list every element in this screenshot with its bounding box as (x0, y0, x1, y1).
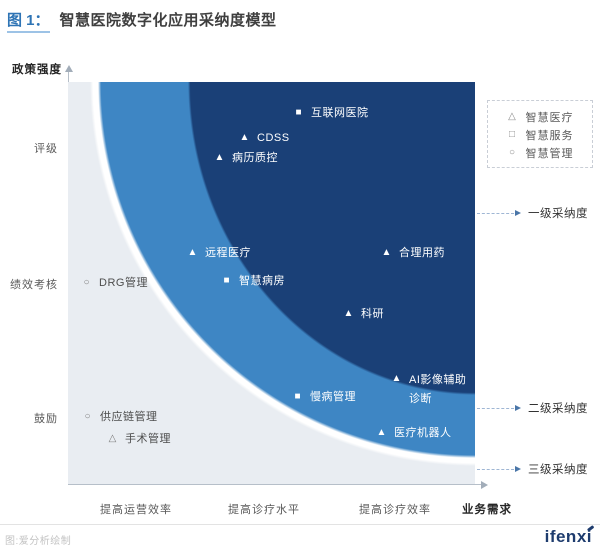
data-point: ▲ 医疗机器人 (376, 425, 452, 441)
data-point: ▲ CDSS (239, 130, 290, 146)
data-point: ▲ AI影像辅助诊断 (391, 371, 471, 410)
y-tick-performance: 绩效考核 (10, 279, 58, 291)
data-point: ▲ 科研 (343, 306, 384, 322)
triangle-icon: ▲ (376, 427, 387, 438)
arrow-right-icon (515, 466, 521, 472)
adoption-level-2-annotation: 二级采纳度 (477, 401, 588, 415)
adoption-level-label: 三级采纳度 (528, 464, 588, 476)
square-icon: ■ (294, 391, 301, 402)
x-axis-label: 业务需求 (462, 504, 512, 516)
y-tick-rating: 评级 (34, 143, 58, 155)
data-point: ○ 供应链管理 (82, 409, 158, 425)
legend: △ 智慧医疗 □ 智慧服务 ○ 智慧管理 (487, 100, 593, 168)
triangle-icon: ▲ (239, 132, 250, 143)
figure-number: 图 1： (7, 12, 50, 33)
triangle-icon: ▲ (214, 152, 225, 163)
y-tick-encourage: 鼓励 (34, 413, 58, 425)
circle-outline-icon: ○ (83, 277, 90, 288)
arrow-right-icon (515, 405, 521, 411)
plot-area: ■ 互联网医院 ▲ CDSS ▲ 病历质控 ▲ 远程医疗 ▲ 合理用药 ○ DRG管理 ■ 智慧病房 ▲ 科研… (68, 82, 475, 484)
point-label: 互联网医院 (311, 107, 369, 119)
ifenxi-logo-text: ifenxi (544, 527, 592, 546)
point-label: 合理用药 (399, 247, 445, 259)
point-label: DRG管理 (99, 277, 148, 289)
data-point: ▲ 病历质控 (214, 150, 278, 166)
point-label: 病历质控 (232, 152, 278, 164)
point-label: 供应链管理 (100, 411, 158, 423)
point-label: 手术管理 (125, 433, 171, 445)
adoption-level-1-annotation: 一级采纳度 (477, 206, 588, 220)
data-point: ■ 慢病管理 (292, 389, 356, 405)
x-tick-operation: 提高运营效率 (100, 504, 172, 516)
legend-label: 智慧医疗 (525, 111, 574, 124)
circle-outline-icon: ○ (508, 147, 516, 158)
point-label: 远程医疗 (205, 247, 251, 259)
x-axis-arrow-icon (481, 481, 488, 489)
square-icon: ■ (223, 275, 230, 286)
triangle-icon: ▲ (187, 247, 198, 258)
data-point: ▲ 合理用药 (381, 245, 445, 261)
legend-item: △ 智慧医疗 (507, 109, 574, 124)
data-point: △ 手术管理 (107, 431, 171, 447)
data-point: ■ 智慧病房 (221, 273, 285, 289)
adoption-level-label: 一级采纳度 (528, 208, 588, 220)
square-outline-icon: □ (508, 129, 516, 140)
triangle-icon: ▲ (343, 308, 354, 319)
legend-label: 智慧管理 (525, 147, 574, 160)
source-caption: 图:爱分析绘制 (5, 536, 72, 547)
point-label: AI影像辅助诊断 (409, 374, 467, 406)
y-axis-arrow-icon (65, 65, 73, 72)
dashed-line (477, 407, 514, 409)
triangle-icon: ▲ (391, 373, 402, 384)
ifenxi-logo: ifenxi (544, 525, 595, 547)
triangle-icon: ▲ (381, 247, 392, 258)
adoption-level-3-annotation: 三级采纳度 (477, 462, 588, 476)
figure-title: 图 1： 智慧医院数字化应用采纳度模型 (7, 9, 277, 33)
y-axis-label: 政策强度 (12, 64, 62, 76)
point-label: 慢病管理 (310, 391, 356, 403)
dashed-line (477, 212, 514, 214)
point-label: CDSS (257, 132, 290, 144)
x-axis-line (68, 484, 482, 485)
square-icon: ■ (295, 107, 302, 118)
arrow-right-icon (515, 210, 521, 216)
data-point: ○ DRG管理 (81, 275, 148, 291)
data-point: ▲ 远程医疗 (187, 245, 251, 261)
point-label: 智慧病房 (239, 275, 285, 287)
figure-title-text: 智慧医院数字化应用采纳度模型 (59, 12, 277, 29)
point-label: 医疗机器人 (394, 427, 452, 439)
triangle-outline-icon: △ (508, 111, 516, 122)
x-tick-efficiency: 提高诊疗效率 (359, 504, 431, 516)
data-point: ■ 互联网医院 (293, 105, 369, 121)
circle-outline-icon: ○ (84, 411, 91, 422)
footer-divider (0, 524, 600, 525)
triangle-outline-icon: △ (108, 433, 117, 444)
legend-label: 智慧服务 (525, 129, 574, 142)
legend-item: ○ 智慧管理 (507, 145, 574, 160)
adoption-level-label: 二级采纳度 (528, 403, 588, 415)
legend-item: □ 智慧服务 (507, 127, 574, 142)
point-label: 科研 (361, 308, 384, 320)
dashed-line (477, 468, 514, 470)
x-tick-quality: 提高诊疗水平 (228, 504, 300, 516)
